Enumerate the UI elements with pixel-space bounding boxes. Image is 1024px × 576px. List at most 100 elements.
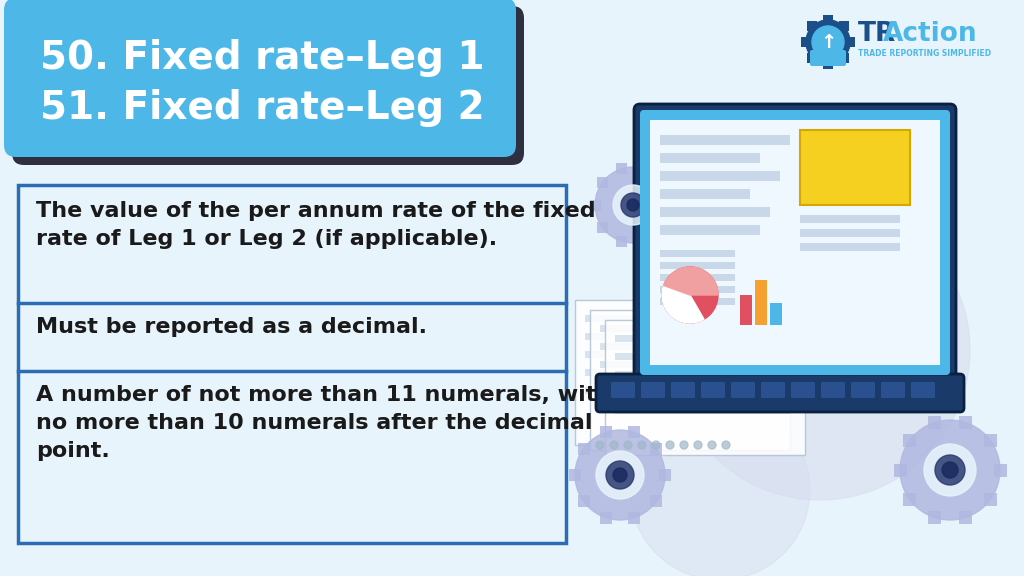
FancyBboxPatch shape — [569, 469, 581, 481]
FancyBboxPatch shape — [615, 164, 627, 175]
FancyBboxPatch shape — [600, 343, 775, 350]
FancyBboxPatch shape — [800, 229, 900, 237]
FancyBboxPatch shape — [660, 298, 735, 305]
Circle shape — [630, 400, 810, 576]
FancyBboxPatch shape — [658, 222, 670, 233]
Circle shape — [610, 441, 618, 449]
Circle shape — [624, 441, 632, 449]
FancyBboxPatch shape — [615, 353, 790, 360]
FancyBboxPatch shape — [615, 389, 790, 396]
Circle shape — [606, 461, 634, 489]
Circle shape — [924, 444, 976, 496]
FancyBboxPatch shape — [851, 382, 874, 398]
Text: 51. Fixed rate–Leg 2: 51. Fixed rate–Leg 2 — [40, 89, 484, 127]
Circle shape — [627, 199, 639, 211]
FancyBboxPatch shape — [958, 511, 972, 524]
FancyBboxPatch shape — [993, 464, 1007, 476]
Circle shape — [670, 200, 970, 500]
FancyBboxPatch shape — [628, 426, 640, 438]
FancyBboxPatch shape — [641, 382, 665, 398]
Circle shape — [666, 441, 674, 449]
Circle shape — [722, 441, 730, 449]
FancyBboxPatch shape — [4, 0, 516, 157]
FancyBboxPatch shape — [801, 37, 811, 47]
FancyBboxPatch shape — [770, 303, 782, 325]
Circle shape — [708, 441, 716, 449]
FancyBboxPatch shape — [12, 6, 524, 165]
Circle shape — [596, 441, 604, 449]
FancyBboxPatch shape — [585, 351, 760, 358]
Text: 50. Fixed rate–Leg 1: 50. Fixed rate–Leg 1 — [40, 39, 484, 77]
FancyBboxPatch shape — [666, 199, 677, 210]
FancyBboxPatch shape — [808, 21, 817, 32]
FancyBboxPatch shape — [650, 120, 940, 365]
FancyBboxPatch shape — [755, 280, 767, 325]
Circle shape — [942, 462, 958, 478]
FancyBboxPatch shape — [600, 426, 612, 438]
Circle shape — [935, 455, 965, 485]
FancyBboxPatch shape — [660, 153, 760, 163]
FancyBboxPatch shape — [810, 50, 846, 66]
FancyBboxPatch shape — [671, 382, 695, 398]
FancyBboxPatch shape — [615, 371, 790, 378]
FancyBboxPatch shape — [903, 434, 916, 447]
FancyBboxPatch shape — [640, 110, 950, 375]
FancyBboxPatch shape — [928, 511, 941, 524]
FancyBboxPatch shape — [731, 382, 755, 398]
FancyBboxPatch shape — [650, 495, 663, 507]
FancyBboxPatch shape — [808, 52, 817, 63]
Circle shape — [806, 20, 850, 64]
FancyBboxPatch shape — [660, 189, 750, 199]
FancyBboxPatch shape — [600, 361, 775, 368]
FancyBboxPatch shape — [660, 262, 735, 269]
FancyBboxPatch shape — [659, 469, 671, 481]
FancyBboxPatch shape — [761, 382, 785, 398]
FancyBboxPatch shape — [658, 177, 670, 188]
FancyBboxPatch shape — [590, 310, 790, 450]
FancyBboxPatch shape — [578, 495, 590, 507]
Circle shape — [680, 441, 688, 449]
FancyBboxPatch shape — [628, 512, 640, 524]
FancyBboxPatch shape — [575, 300, 775, 445]
Circle shape — [812, 26, 844, 58]
Wedge shape — [664, 267, 718, 295]
FancyBboxPatch shape — [660, 225, 760, 235]
FancyBboxPatch shape — [800, 215, 900, 223]
FancyBboxPatch shape — [839, 52, 849, 63]
FancyBboxPatch shape — [958, 416, 972, 429]
FancyBboxPatch shape — [611, 382, 635, 398]
Text: A number of not more than 11 numerals, with
no more than 10 numerals after the d: A number of not more than 11 numerals, w… — [36, 385, 612, 461]
FancyBboxPatch shape — [578, 442, 590, 454]
Wedge shape — [662, 286, 705, 323]
FancyBboxPatch shape — [823, 59, 833, 69]
Circle shape — [638, 441, 646, 449]
FancyBboxPatch shape — [597, 177, 608, 188]
FancyBboxPatch shape — [590, 199, 600, 210]
Text: The value of the per annum rate of the fixed
rate of Leg 1 or Leg 2 (if applicab: The value of the per annum rate of the f… — [36, 201, 596, 249]
Circle shape — [595, 167, 671, 243]
FancyBboxPatch shape — [650, 442, 663, 454]
FancyBboxPatch shape — [660, 250, 735, 257]
FancyBboxPatch shape — [660, 207, 770, 217]
FancyBboxPatch shape — [615, 236, 627, 247]
FancyBboxPatch shape — [597, 222, 608, 233]
Circle shape — [613, 185, 653, 225]
FancyBboxPatch shape — [600, 379, 775, 386]
Circle shape — [575, 430, 665, 520]
FancyBboxPatch shape — [791, 382, 815, 398]
FancyBboxPatch shape — [600, 512, 612, 524]
FancyBboxPatch shape — [585, 369, 760, 376]
Circle shape — [596, 451, 644, 499]
Circle shape — [694, 441, 702, 449]
Circle shape — [900, 420, 1000, 520]
FancyBboxPatch shape — [823, 15, 833, 25]
FancyBboxPatch shape — [894, 464, 906, 476]
Circle shape — [621, 193, 645, 217]
FancyBboxPatch shape — [800, 243, 900, 251]
Circle shape — [816, 30, 840, 54]
FancyBboxPatch shape — [845, 37, 855, 47]
FancyBboxPatch shape — [18, 185, 566, 543]
Text: TR: TR — [858, 21, 896, 47]
Text: Must be reported as a decimal.: Must be reported as a decimal. — [36, 317, 427, 337]
FancyBboxPatch shape — [585, 315, 760, 322]
